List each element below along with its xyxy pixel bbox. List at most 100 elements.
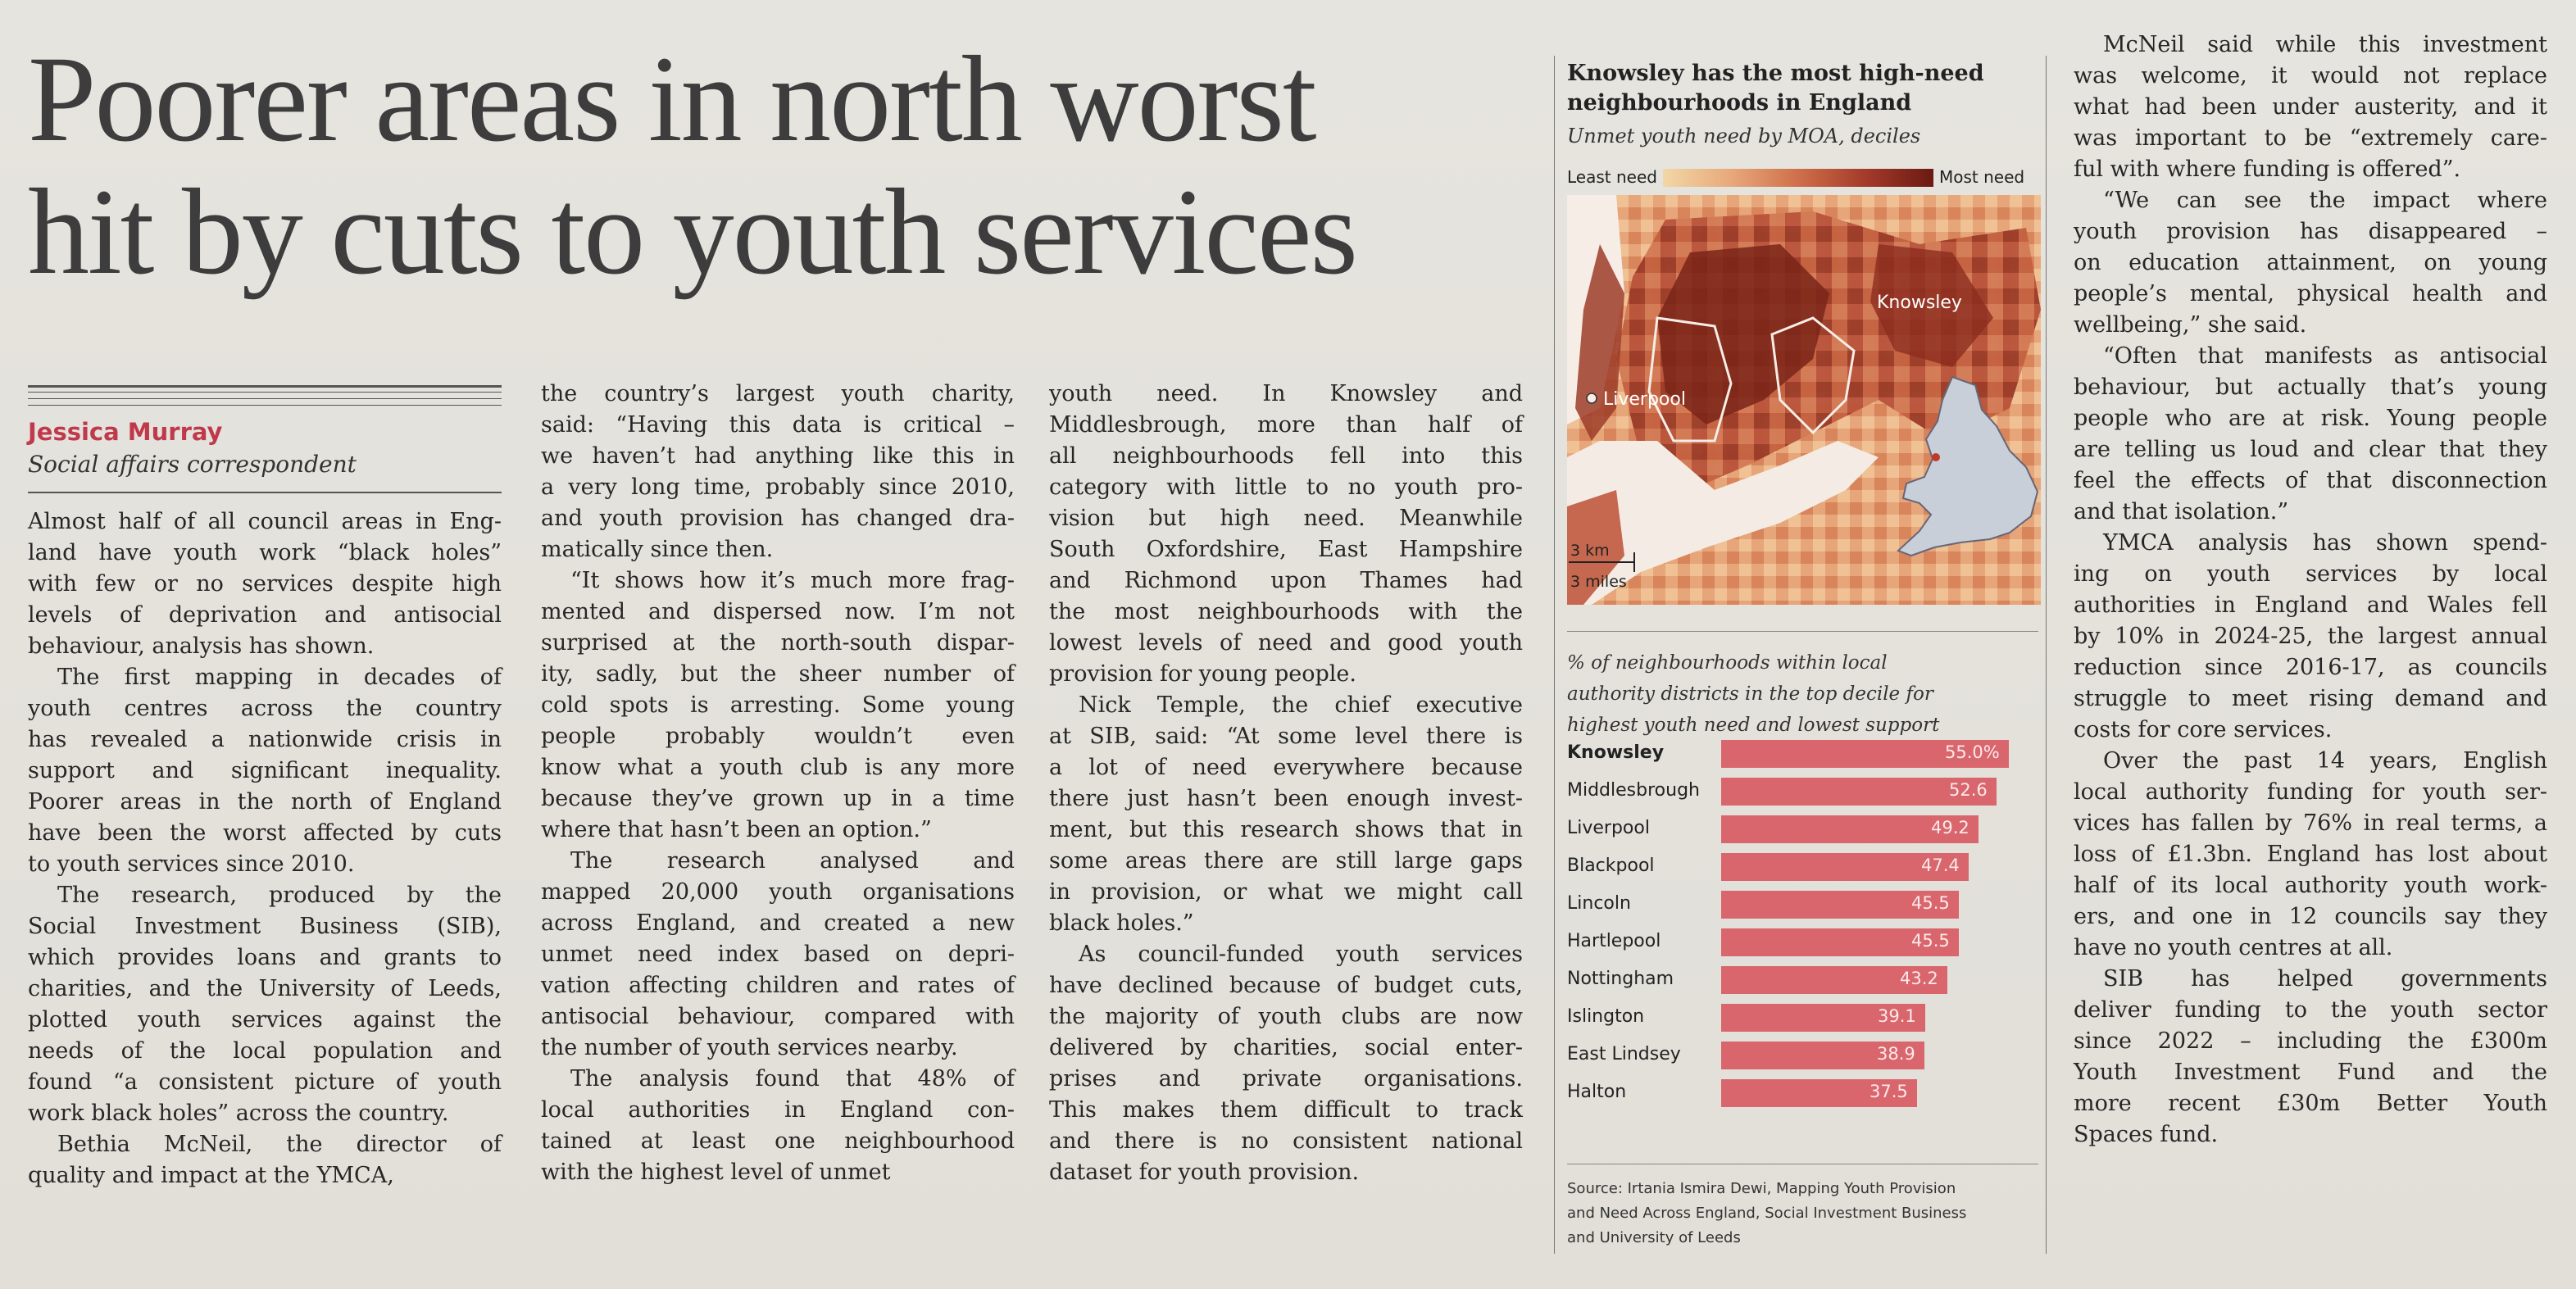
text-line: “We can see the impact where xyxy=(2103,188,2547,213)
text-line: people who are at risk. Young people xyxy=(2074,406,2547,431)
text-line: have declined because of budget cuts, xyxy=(1049,973,1523,998)
text-line: was welcome, it would not replace xyxy=(2074,63,2547,89)
map-estuary xyxy=(1567,441,1879,605)
text-line: authorities in England and Wales fell xyxy=(2074,592,2547,618)
text-line: some areas there are still large gaps xyxy=(1049,848,1523,874)
text-line: a lot of need everywhere because xyxy=(1049,755,1523,780)
text-line: Nick Temple, the chief executive xyxy=(1079,692,1523,718)
text-line: the country’s largest youth charity, xyxy=(541,381,1015,406)
text-line: said: “Having this data is critical – xyxy=(541,412,1015,438)
paragraph: The research analysed and mapped 20,000 y… xyxy=(541,846,1015,1064)
paragraph: Nick Temple, the chief executive at SIB, … xyxy=(1049,690,1523,939)
text-line: vation affecting children and rates of xyxy=(541,973,1015,998)
text-line: Middlesbrough, more than half of xyxy=(1049,412,1523,438)
text-line: As council-funded youth services xyxy=(1079,942,1523,967)
text-line: where that hasn’t been an option.” xyxy=(541,817,932,842)
bar xyxy=(1721,1079,1917,1107)
legend-most-label: Most need xyxy=(1939,167,2025,187)
text-line: vices has fallen by 76% in real terms, a xyxy=(2074,810,2547,836)
bar-row: Islington 39.1 xyxy=(1567,1001,2039,1034)
bar-value-label: 49.2 xyxy=(1931,818,1969,837)
text-line: costs for core services. xyxy=(2074,717,2333,742)
bar-row: Lincoln 45.5 xyxy=(1567,888,2039,921)
bar-row: Knowsley 55.0% xyxy=(1567,738,2039,770)
text-line: provision for young people. xyxy=(1049,661,1356,687)
text-line: all neighbourhoods fell into this xyxy=(1049,443,1523,469)
bar xyxy=(1721,853,1969,881)
text-line: ity, sadly, but the sheer number of xyxy=(541,661,1015,687)
paragraph: “We can see the impact where youth provis… xyxy=(2074,185,2547,341)
text-line: antisocial behaviour, compared with xyxy=(541,1004,1015,1029)
text-line: Youth Investment Fund and the xyxy=(2074,1060,2547,1085)
text-line: are telling us loud and clear that they xyxy=(2074,437,2547,462)
map-dark-east xyxy=(1870,244,1993,367)
text-line: youth need. In Knowsley and xyxy=(1049,381,1523,406)
choropleth-map: Liverpool Knowsley 3 km 3 miles xyxy=(1567,195,2041,605)
article-column-3: youth need. In Knowsley and Middlesbrough… xyxy=(1049,379,1523,1188)
bar-category-label: Nottingham xyxy=(1567,969,1674,989)
text-line: lowest levels of need and good youth xyxy=(1049,630,1523,656)
bar-caption-line-1: % of neighbourhoods within local xyxy=(1567,652,1888,674)
bar-row: Hartlepool 45.5 xyxy=(1567,926,2039,959)
infographic: Knowsley has the most high-need neighbou… xyxy=(1554,57,2046,1254)
text-line: people probably wouldn’t even xyxy=(541,724,1015,749)
bar-row: Middlesbrough 52.6 xyxy=(1567,775,2039,808)
bar-category-label: Hartlepool xyxy=(1567,931,1661,951)
bar xyxy=(1721,740,2009,768)
bar-row: Nottingham 43.2 xyxy=(1567,964,2039,996)
text-line: delivered by charities, social enter- xyxy=(1049,1035,1523,1060)
bar-category-label: Liverpool xyxy=(1567,818,1650,838)
bar-category-label: East Lindsey xyxy=(1567,1044,1681,1064)
bar-category-label: Knowsley xyxy=(1567,742,1665,763)
legend-least-label: Least need xyxy=(1567,167,1657,187)
text-line: black holes.” xyxy=(1049,910,1194,936)
text-line: with few or no services despite high xyxy=(28,571,502,597)
map-label-liverpool: Liverpool xyxy=(1603,389,1686,410)
text-line: was important to be “extremely care- xyxy=(2074,125,2547,151)
inset-location-marker xyxy=(1932,453,1940,461)
text-line: we haven’t had anything like this in xyxy=(541,443,1015,469)
bar-value-label: 47.4 xyxy=(1921,856,1960,875)
text-line: levels of deprivation and antisocial xyxy=(28,602,502,628)
text-line: tained at least one neighbourhood xyxy=(541,1128,1015,1154)
text-line: “Often that manifests as antisocial xyxy=(2103,343,2547,369)
graphic-left-rule xyxy=(1554,56,1555,1254)
text-line: mented and dispersed now. I’m not xyxy=(541,599,1015,624)
source-line-2: and Need Across England, Social Investme… xyxy=(1567,1205,1967,1222)
text-line: The analysis found that 48% of xyxy=(570,1066,1015,1092)
bar-value-label: 45.5 xyxy=(1911,931,1950,951)
inset-map xyxy=(1897,375,2039,557)
paragraph: The analysis found that 48% of local auth… xyxy=(541,1064,1015,1188)
text-line: know what a youth club is any more xyxy=(541,755,1015,780)
paragraph: “It shows how it’s much more frag-mented… xyxy=(541,565,1015,846)
text-line: Social Investment Business (SIB), xyxy=(28,914,502,939)
bar-value-label: 43.2 xyxy=(1900,969,1938,988)
text-line: SIB has helped governments xyxy=(2103,966,2547,992)
bar-category-label: Middlesbrough xyxy=(1567,780,1700,801)
bar-value-label: 45.5 xyxy=(1911,893,1950,913)
legend-color-ramp xyxy=(1663,169,1933,187)
graphic-mid-rule xyxy=(1567,631,2038,632)
text-line: ful with where funding is offered”. xyxy=(2074,157,2461,182)
bar-row: East Lindsey 38.9 xyxy=(1567,1039,2039,1072)
text-line: cold spots is arresting. Some young xyxy=(541,692,1015,718)
text-line: This makes them difficult to track xyxy=(1049,1097,1523,1123)
text-line: the majority of youth clubs are now xyxy=(1049,1004,1523,1029)
text-line: loss of £1.3bn. England has lost about xyxy=(2074,842,2547,867)
bar xyxy=(1721,928,1959,956)
text-line: since 2022 – including the £300m xyxy=(2074,1028,2547,1054)
scale-bar: 3 km 3 miles xyxy=(1569,542,1635,591)
paragraph: The first mapping in decades of youth cen… xyxy=(28,662,502,880)
graphic-source: Source: Irtania Ismira Dewi, Mapping You… xyxy=(1567,1177,2038,1250)
text-line: at SIB, said: “At some level there is xyxy=(1049,724,1523,749)
text-line: ers, and one in 12 councils say they xyxy=(2074,904,2547,929)
text-line: wellbeing,” she said. xyxy=(2074,312,2307,338)
text-line: behaviour, but actually that’s young xyxy=(2074,374,2547,400)
paragraph: McNeil said while this investment was wel… xyxy=(2074,30,2547,185)
text-line: deliver funding to the youth sector xyxy=(2074,997,2547,1023)
graphic-title-line-2: neighbourhoods in England xyxy=(1567,90,1912,116)
graphic-right-rule xyxy=(2046,56,2047,1254)
text-line: charities, and the University of Leeds, xyxy=(28,976,502,1001)
text-line: people’s mental, physical health and xyxy=(2074,281,2547,306)
bar-row: Halton 37.5 xyxy=(1567,1077,2039,1110)
